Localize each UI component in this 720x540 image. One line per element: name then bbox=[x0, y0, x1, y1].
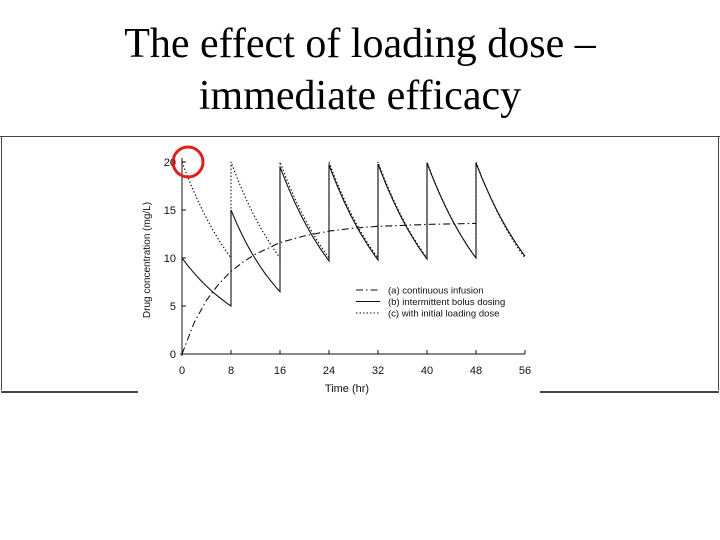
x-tick-label: 24 bbox=[323, 365, 335, 377]
slide-title-line-1: The effect of loading dose – bbox=[124, 21, 596, 67]
figure-frame-right bbox=[718, 137, 719, 390]
legend-entry-3: (c) with initial loading dose bbox=[388, 309, 499, 320]
x-tick-label: 32 bbox=[372, 365, 384, 377]
figure-frame-left bbox=[1, 137, 2, 390]
legend-entry-2: (b) intermittent bolus dosing bbox=[388, 297, 505, 308]
x-axis-label: Time (hr) bbox=[325, 383, 369, 395]
y-axis-label: Drug concentration (mg/L) bbox=[142, 202, 153, 318]
loading-dose-highlight-circle bbox=[171, 145, 205, 179]
series-line-2 bbox=[181, 162, 526, 308]
chart-axes bbox=[180, 158, 525, 356]
figure-frame-bottom-left bbox=[1, 391, 138, 393]
y-tick-label: 15 bbox=[164, 205, 176, 217]
y-tick-label: 0 bbox=[170, 349, 176, 361]
x-tick-label: 40 bbox=[421, 365, 433, 377]
slide-title: The effect of loading dose – immediate e… bbox=[0, 18, 720, 122]
y-tick-label: 10 bbox=[164, 253, 176, 265]
x-tick-label: 48 bbox=[470, 365, 482, 377]
figure-frame-top bbox=[0, 136, 720, 393]
x-tick-label: 56 bbox=[519, 365, 531, 377]
series-line-3 bbox=[181, 161, 526, 260]
y-tick-label: 5 bbox=[170, 301, 176, 313]
chart-legend: (a) continuous infusion(b) intermittent … bbox=[350, 282, 528, 328]
chart-series bbox=[181, 161, 526, 355]
figure-frame-bottom-right bbox=[540, 391, 719, 393]
legend-entry-1: (a) continuous infusion bbox=[388, 286, 484, 297]
slide-title-line-2: immediate efficacy bbox=[198, 73, 522, 119]
x-tick-label: 0 bbox=[179, 365, 185, 377]
x-tick-label: 16 bbox=[274, 365, 286, 377]
x-tick-label: 8 bbox=[228, 365, 234, 377]
legend-background bbox=[350, 282, 528, 328]
